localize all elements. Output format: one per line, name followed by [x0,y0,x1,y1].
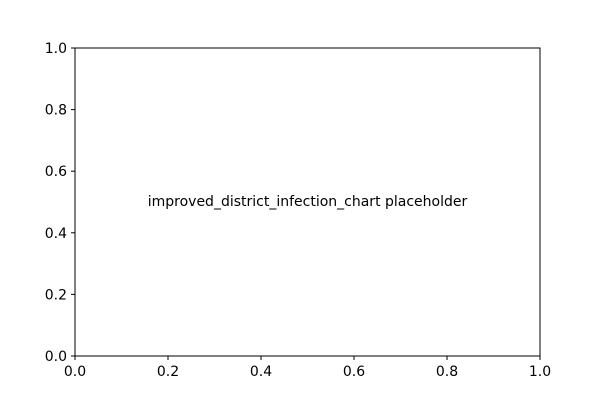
x-tick-label: 1.0 [529,364,551,380]
x-tick-label: 0.6 [343,364,365,380]
x-tick-label: 0.4 [250,364,272,380]
y-tick-label: 0.8 [45,103,67,119]
y-tick-label: 0.0 [45,349,67,365]
x-tick-label: 0.0 [64,364,86,380]
x-tick-label: 0.2 [157,364,179,380]
y-tick-label: 0.2 [45,287,67,303]
axes: 0.0 0.2 0.4 0.6 0.8 1.0 0.0 0.2 0.4 0.6 0.8 1.0 im… [45,41,551,380]
y-tick-label: 1.0 [45,41,67,57]
x-tick-label: 0.8 [436,364,458,380]
y-tick-label: 0.6 [45,164,67,180]
placeholder-annotation: improved_district_infection_chart placeh… [148,194,468,210]
y-tick-label: 0.4 [45,226,67,242]
y-axis: 0.0 0.2 0.4 0.6 0.8 1.0 [45,41,75,365]
plot-frame [74,47,541,357]
x-axis: 0.0 0.2 0.4 0.6 0.8 1.0 [64,356,551,380]
